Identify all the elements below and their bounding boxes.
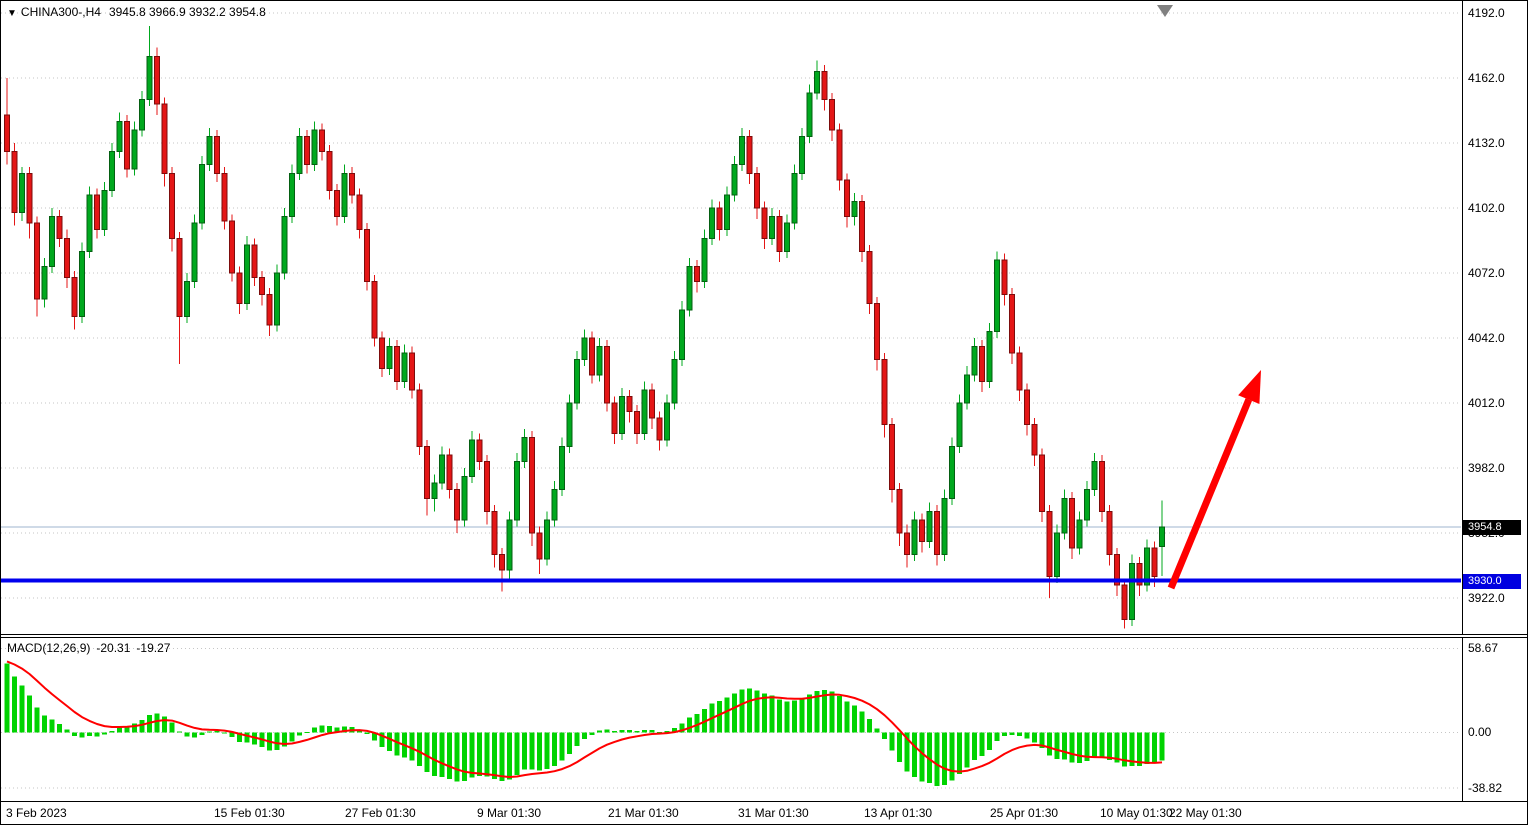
- macd-canvas[interactable]: [1, 638, 1462, 801]
- price-tick-label: 4072.0: [1468, 266, 1505, 280]
- macd-axis: 58.67 0.00 -38.82: [1462, 638, 1527, 801]
- ohlc-values: 3945.8 3966.9 3932.2 3954.8: [108, 5, 266, 19]
- price-tick-label: 3982.0: [1468, 461, 1505, 475]
- time-axis-label: 13 Apr 01:30: [864, 806, 933, 820]
- macd-gridlines: [1, 647, 1461, 789]
- time-axis[interactable]: 3 Feb 2023 15 Feb 01:30 27 Feb 01:30 9 Mar …: [1, 801, 1527, 824]
- price-chart-panel[interactable]: ▼ CHINA300-,H4 3945.8 3966.9 3932.2 3954.8: [1, 1, 1462, 634]
- macd-main-value: -20.31: [96, 641, 131, 655]
- bullish-arrow-annotation[interactable]: [1167, 370, 1261, 590]
- price-tick-label: 4102.0: [1468, 201, 1505, 215]
- price-tick-label: 3922.0: [1468, 591, 1505, 605]
- time-axis-label: 21 Mar 01:30: [608, 806, 679, 820]
- support-price-tag: 3930.0: [1463, 573, 1521, 589]
- time-axis-label: 3 Feb 2023: [6, 806, 67, 820]
- current-price-tag: 3954.8: [1463, 519, 1521, 535]
- price-chart-canvas[interactable]: [1, 1, 1462, 634]
- time-axis-label: 31 Mar 01:30: [738, 806, 809, 820]
- macd-tick-label: 58.67: [1468, 641, 1499, 656]
- time-axis-label: 25 Apr 01:30: [990, 806, 1059, 820]
- macd-label: MACD(12,26,9): [7, 641, 91, 655]
- macd-panel[interactable]: MACD(12,26,9) -20.31 -19.27: [1, 638, 1462, 801]
- price-tick-label: 4192.0: [1468, 6, 1505, 20]
- price-tick-label: 4162.0: [1468, 71, 1505, 85]
- price-axis[interactable]: 4192.0 4162.0 4132.0 4102.0 4072.0 4042.0 4012…: [1462, 1, 1527, 634]
- chart-shift-marker[interactable]: [1157, 5, 1173, 17]
- symbol-timeframe-label: CHINA300-,H4: [20, 5, 101, 19]
- macd-tick-label: -38.82: [1468, 780, 1503, 795]
- price-tick-label: 4042.0: [1468, 331, 1505, 345]
- collapse-chart-icon[interactable]: ▼: [7, 8, 17, 19]
- time-axis-label: 22 May 01:30: [1169, 806, 1242, 820]
- macd-signal-line: [6, 660, 1163, 778]
- macd-header: MACD(12,26,9) -20.31 -19.27: [7, 641, 176, 655]
- time-axis-label: 15 Feb 01:30: [214, 806, 285, 820]
- candles-layer: [4, 26, 1165, 629]
- price-gridlines: [1, 12, 1461, 599]
- time-axis-label: 27 Feb 01:30: [345, 806, 416, 820]
- panel-resize-divider[interactable]: [1, 634, 1527, 638]
- time-axis-label: 10 May 01:30: [1100, 806, 1173, 820]
- macd-signal-value: -19.27: [136, 641, 171, 655]
- price-tick-label: 4132.0: [1468, 136, 1505, 150]
- macd-histogram: [4, 663, 1165, 787]
- price-tick-label: 4012.0: [1468, 396, 1505, 410]
- macd-tick-label: 0.00: [1468, 725, 1492, 740]
- chart-header: ▼ CHINA300-,H4 3945.8 3966.9 3932.2 3954.8: [7, 5, 266, 19]
- time-axis-label: 9 Mar 01:30: [477, 806, 542, 820]
